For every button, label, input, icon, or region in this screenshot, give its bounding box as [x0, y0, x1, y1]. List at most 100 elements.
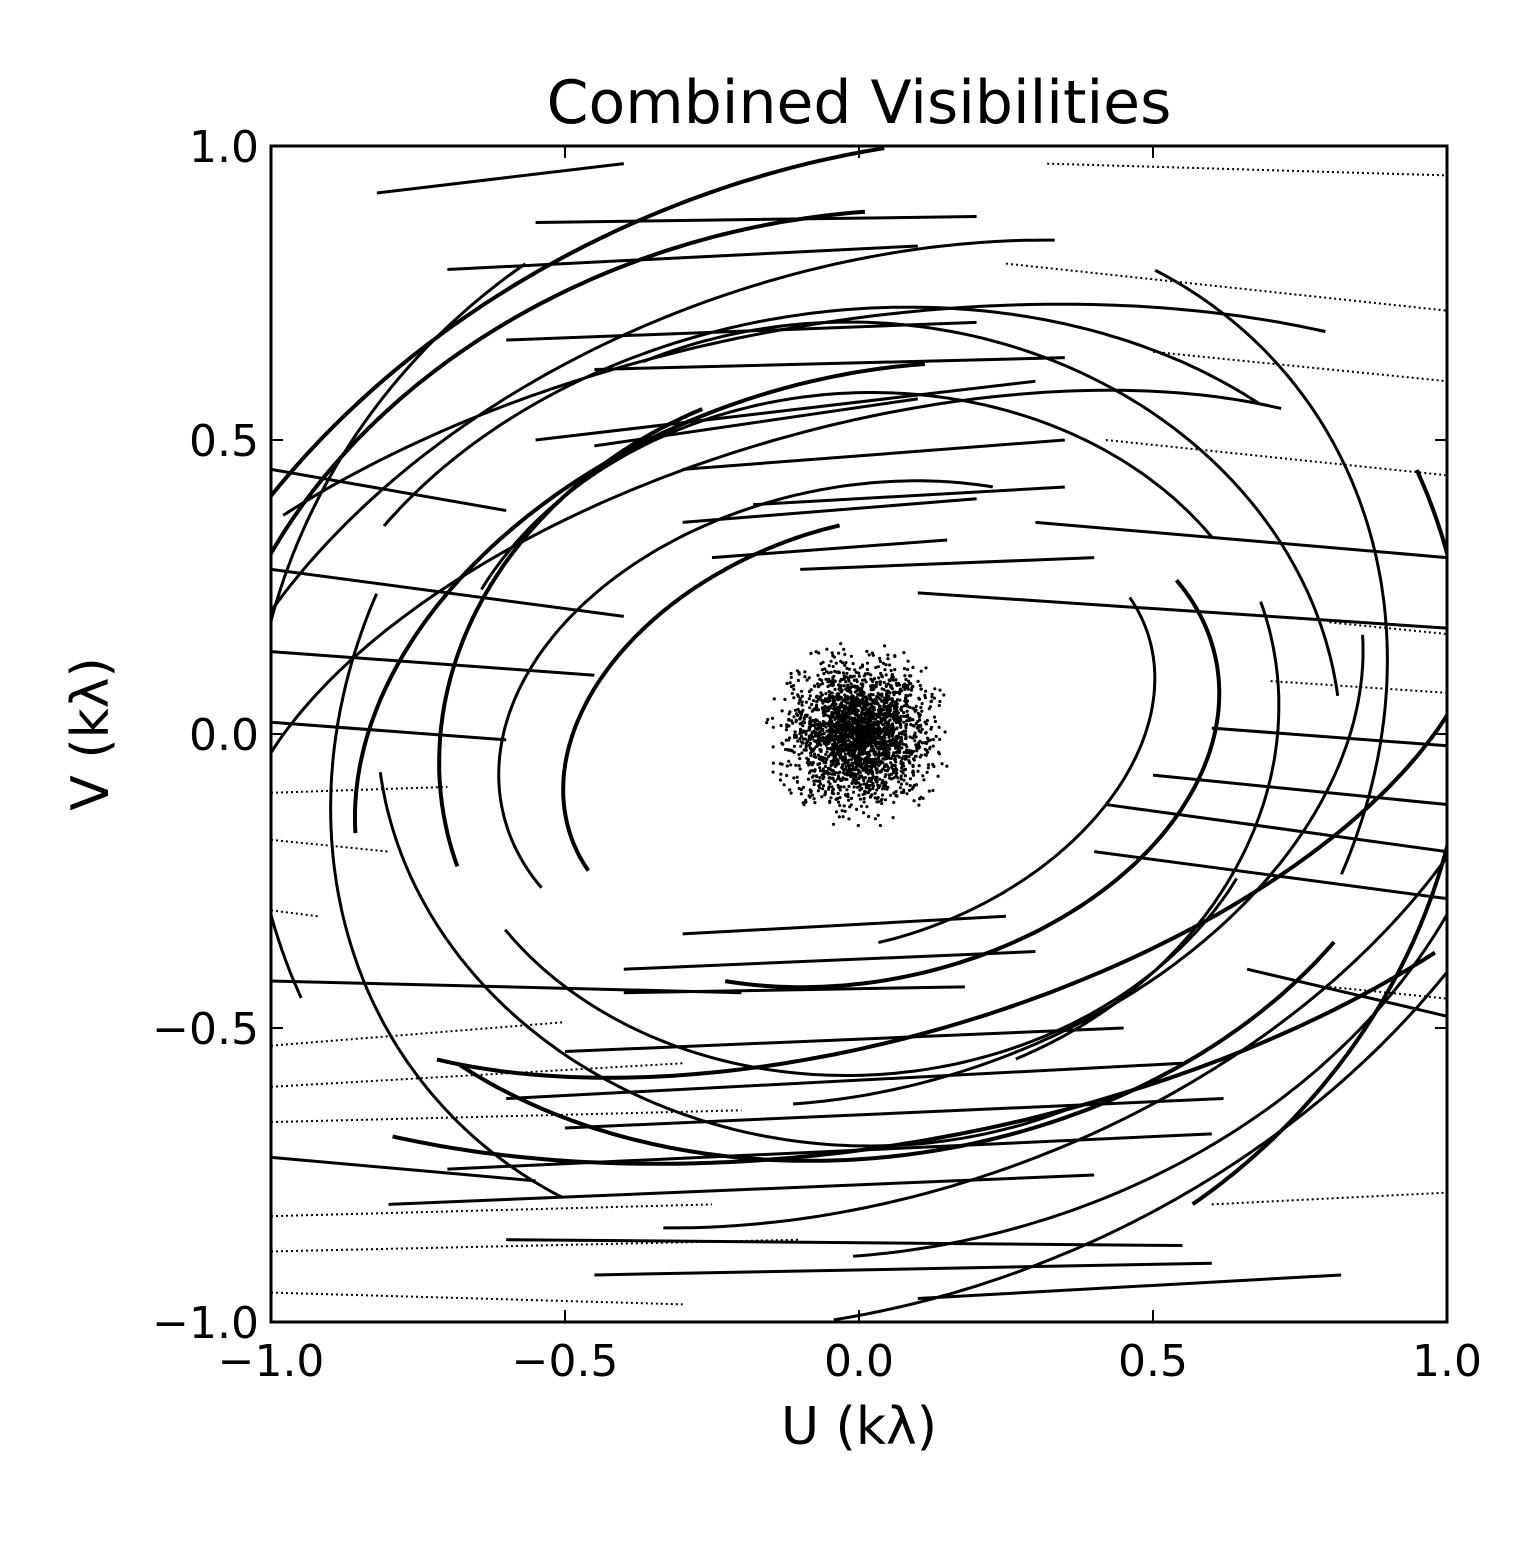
visibility-point [842, 728, 846, 732]
visibility-point [876, 720, 880, 724]
visibility-point [787, 759, 791, 763]
visibility-point [836, 771, 840, 775]
visibility-point [863, 714, 867, 718]
visibility-point [816, 727, 820, 731]
visibility-point [765, 721, 769, 725]
visibility-point [829, 659, 833, 663]
visibility-point [828, 776, 833, 780]
visibility-point [870, 704, 874, 708]
visibility-point [892, 776, 896, 780]
visibility-point [859, 698, 864, 703]
y-tick-label: 1.0 [189, 122, 259, 173]
visibility-point [902, 651, 906, 655]
visibility-stroke [271, 979, 742, 995]
visibility-point [831, 697, 836, 702]
visibility-point [858, 756, 863, 761]
visibility-point [873, 757, 877, 761]
visibility-point [846, 734, 850, 738]
visibility-point [917, 729, 921, 733]
visibility-point [918, 755, 922, 759]
visibility-point [808, 795, 812, 799]
visibility-point [876, 813, 880, 817]
visibility-point [902, 711, 906, 715]
visibility-point [842, 677, 847, 681]
visibility-point [837, 777, 842, 781]
visibility-point [937, 752, 942, 756]
visibility-track [329, 593, 564, 1200]
visibility-track [1191, 469, 1447, 1206]
visibility-point [874, 762, 878, 766]
visibility-point [858, 797, 863, 801]
y-tick-label: 0.5 [189, 416, 259, 467]
visibility-point [830, 768, 834, 773]
visibility-point [906, 713, 910, 717]
visibility-point [847, 716, 851, 720]
visibility-point [805, 678, 809, 682]
visibility-point [850, 781, 854, 786]
visibility-track [1154, 268, 1389, 875]
visibility-point [865, 701, 870, 705]
visibility-point [868, 783, 872, 788]
visibility-point [843, 663, 847, 668]
visibility-point [789, 685, 794, 689]
visibility-point [878, 823, 883, 828]
visibility-point [830, 772, 834, 776]
visibility-point [872, 750, 876, 754]
visibility-point [857, 793, 861, 797]
visibility-point [897, 749, 902, 753]
visibility-point [835, 742, 839, 746]
visibility-track [436, 711, 1447, 1080]
visibility-point [824, 743, 828, 747]
visibility-point [798, 717, 802, 721]
visibility-point [848, 748, 852, 752]
visibility-point [908, 749, 912, 754]
visibility-strokes [271, 162, 1447, 1306]
visibility-point [859, 728, 863, 733]
visibility-track [833, 969, 1447, 1322]
visibility-point [798, 727, 803, 731]
visibility-point [812, 779, 816, 783]
visibility-point [887, 744, 891, 748]
visibility-point [827, 677, 831, 681]
visibility-point [908, 783, 912, 788]
visibility-point [902, 667, 907, 671]
visibility-point [920, 709, 924, 713]
visibility-point [820, 758, 825, 763]
visibility-point [931, 788, 935, 793]
visibility-point [892, 678, 896, 682]
visibility-point [881, 787, 885, 791]
visibility-point [911, 749, 916, 753]
visibility-point [937, 703, 941, 708]
visibility-point [835, 714, 839, 718]
visibility-point [914, 754, 918, 758]
visibility-point [932, 764, 936, 769]
visibility-point [899, 759, 903, 763]
visibility-stroke [682, 438, 1065, 471]
visibility-point [809, 790, 813, 794]
visibility-point [813, 768, 817, 773]
visibility-point [942, 693, 946, 697]
visibility-point [854, 754, 858, 758]
visibility-point [867, 776, 871, 780]
visibility-point [864, 790, 868, 794]
visibility-point [816, 673, 820, 678]
visibility-point [866, 750, 870, 754]
visibility-point [793, 708, 798, 712]
visibility-point [814, 650, 818, 654]
visibility-point [903, 757, 907, 761]
visibility-point [811, 719, 815, 723]
visibility-point [900, 740, 904, 745]
visibility-point [873, 817, 878, 821]
visibility-point [859, 774, 864, 778]
visibility-point [890, 703, 894, 708]
y-axis-label: V (kλ) [61, 657, 121, 811]
visibility-point [866, 772, 870, 776]
visibility-stroke [753, 485, 1065, 507]
visibility-point [880, 687, 884, 691]
visibility-point [897, 683, 902, 687]
visibility-point [841, 767, 845, 771]
visibility-point [812, 754, 816, 759]
visibility-point [858, 770, 862, 775]
visibility-point [871, 786, 875, 791]
visibility-point [882, 714, 886, 718]
